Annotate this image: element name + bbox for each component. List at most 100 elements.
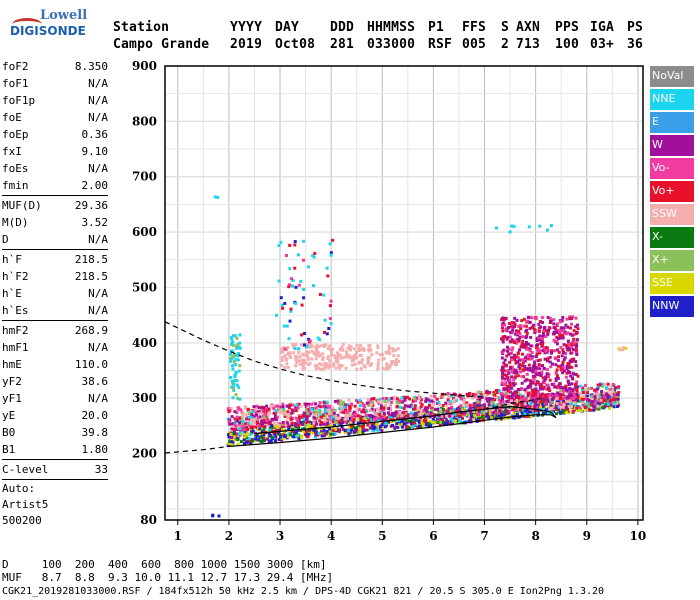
- echo-point: [547, 386, 551, 390]
- echo-point: [235, 411, 239, 415]
- echo-point: [446, 420, 450, 424]
- echo-point: [216, 196, 220, 199]
- echo-point: [603, 398, 607, 402]
- echo-point: [295, 403, 299, 407]
- echo-point: [298, 359, 302, 363]
- echo-point: [596, 402, 600, 405]
- echo-point: [477, 402, 481, 406]
- echo-point: [581, 386, 585, 390]
- echo-point: [293, 424, 297, 428]
- echo-point: [428, 420, 432, 423]
- echo-point: [562, 405, 566, 409]
- echo-point: [264, 406, 268, 410]
- echo-point: [511, 408, 515, 412]
- parameter-value: 33: [94, 463, 108, 476]
- echo-point: [511, 392, 515, 396]
- echo-point: [538, 372, 542, 375]
- echo-point: [336, 417, 340, 421]
- echo-point: [363, 410, 367, 414]
- parameter-name: hmF2: [2, 324, 29, 337]
- echo-point: [593, 402, 597, 406]
- echo-point: [231, 343, 235, 347]
- echo-point: [336, 399, 340, 403]
- auto-code: 500200: [2, 514, 42, 527]
- parameter-value: N/A: [88, 287, 108, 300]
- solid-trace: [228, 405, 557, 447]
- echo-point: [257, 412, 261, 416]
- echo-point: [382, 406, 385, 410]
- echo-point: [233, 417, 237, 421]
- echo-point: [343, 417, 347, 421]
- echo-point: [466, 413, 470, 417]
- echo-point: [468, 406, 472, 410]
- echo-point: [249, 441, 253, 445]
- echo-point: [341, 400, 345, 404]
- echo-point: [491, 393, 495, 396]
- echo-point: [315, 422, 319, 426]
- echo-point: [282, 412, 286, 416]
- echo-point: [478, 407, 482, 411]
- echo-point: [466, 394, 470, 398]
- echo-point: [571, 376, 574, 380]
- echo-point: [472, 402, 476, 406]
- echo-point: [232, 334, 235, 338]
- echo-point: [355, 411, 359, 415]
- echo-point: [517, 396, 520, 400]
- echo-point: [543, 351, 547, 355]
- echo-point: [570, 404, 574, 408]
- echo-point: [318, 419, 322, 423]
- x-tick-label: 3: [276, 529, 284, 543]
- echo-point: [360, 410, 364, 414]
- echo-point: [457, 394, 461, 398]
- echo-point: [521, 402, 525, 405]
- echo-point: [517, 338, 521, 342]
- separator: [2, 479, 108, 480]
- echo-point: [308, 428, 312, 432]
- echo-point: [516, 390, 520, 394]
- echo-point: [231, 367, 235, 371]
- echo-point: [368, 409, 372, 413]
- echo-point: [495, 226, 498, 230]
- echo-point: [530, 316, 534, 320]
- echo-point: [391, 359, 395, 363]
- echo-point: [237, 406, 241, 410]
- echo-point: [232, 388, 236, 392]
- echo-point: [280, 364, 284, 368]
- echo-point: [523, 388, 527, 392]
- echo-point: [378, 353, 382, 357]
- echo-point: [262, 418, 266, 422]
- echo-point: [295, 419, 299, 423]
- echo-point: [291, 343, 295, 347]
- legend-entry: SSW: [650, 204, 694, 225]
- echo-point: [373, 412, 377, 416]
- echo-point: [401, 419, 405, 423]
- echo-point: [581, 401, 585, 405]
- echo-point: [541, 376, 545, 380]
- echo-point: [515, 337, 519, 341]
- echo-point: [510, 375, 514, 379]
- echo-point: [417, 397, 421, 401]
- echo-point: [430, 421, 434, 425]
- echo-point: [363, 420, 367, 423]
- echo-point: [546, 359, 549, 363]
- echo-point: [605, 386, 609, 390]
- echo-point: [370, 353, 374, 357]
- echo-point: [614, 402, 618, 405]
- parameter-list: foF2 8.350 foF1 N/A foF1p N/A foE N/A foEp 0.36 fx…: [2, 58, 108, 481]
- echo-point: [545, 372, 549, 376]
- echo-point: [572, 337, 576, 341]
- echo-point: [530, 408, 534, 412]
- echo-point: [521, 361, 525, 365]
- echo-point: [537, 363, 541, 367]
- echo-point: [538, 338, 542, 342]
- echo-point: [297, 417, 301, 421]
- echo-point: [561, 333, 565, 337]
- echo-point: [521, 352, 524, 356]
- echo-point: [540, 316, 544, 320]
- echo-point: [301, 358, 305, 362]
- echo-point: [248, 415, 251, 419]
- echo-point: [431, 417, 435, 421]
- legend-entry: NoVal: [650, 66, 694, 87]
- echo-point: [551, 392, 555, 396]
- parameter-name: foEp: [2, 128, 29, 141]
